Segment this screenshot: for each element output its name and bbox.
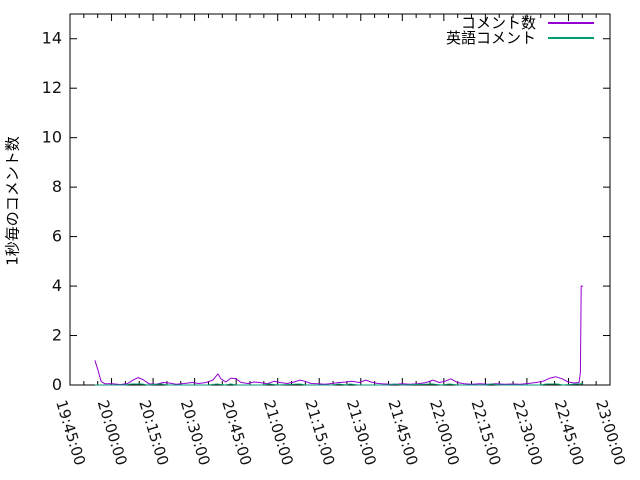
x-tick-label: 21:00:00	[260, 398, 297, 468]
y-tick-label: 0	[52, 375, 62, 394]
y-tick-label: 4	[52, 276, 62, 295]
y-tick-label: 10	[42, 128, 62, 147]
y-tick-label: 2	[52, 326, 62, 345]
legend-entry-comments: コメント数	[446, 14, 594, 32]
y-tick-label: 8	[52, 177, 62, 196]
x-tick-label: 21:30:00	[343, 398, 380, 468]
x-tick-label: 19:45:00	[52, 398, 89, 468]
series-line-0	[94, 285, 584, 385]
x-tick-label: 22:00:00	[426, 398, 463, 468]
x-tick-label: 21:15:00	[301, 398, 338, 468]
x-tick-label: 21:45:00	[384, 398, 421, 468]
series-line-1	[94, 383, 584, 386]
y-tick-label: 14	[42, 29, 62, 48]
y-axis-title: 1秒毎のコメント数	[3, 136, 22, 266]
legend: コメント数 英語コメント	[445, 14, 594, 47]
legend-entry-english-comments: 英語コメント	[445, 29, 594, 47]
x-tick-label: 22:30:00	[509, 398, 546, 468]
legend-label-comments: コメント数	[460, 14, 536, 32]
legend-label-english-comments: 英語コメント	[445, 29, 536, 47]
plot-border	[69, 13, 611, 386]
legend-line-sample-english-comments	[548, 36, 594, 39]
y-tick-label: 6	[52, 227, 62, 246]
y-tick-label: 12	[42, 78, 62, 97]
x-tick-label: 20:45:00	[218, 398, 255, 468]
x-tick-label: 23:00:00	[592, 398, 629, 468]
x-tick-label: 20:30:00	[177, 398, 214, 468]
legend-line-sample-comments	[548, 21, 594, 24]
x-tick-label: 22:45:00	[551, 398, 588, 468]
x-tick-label: 20:00:00	[94, 398, 131, 468]
x-tick-label: 22:15:00	[468, 398, 505, 468]
x-tick-label: 20:15:00	[135, 398, 172, 468]
